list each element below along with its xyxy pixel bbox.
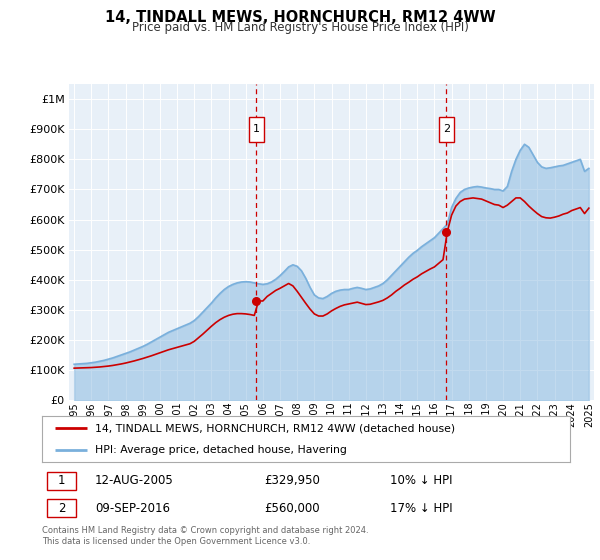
Text: 12-AUG-2005: 12-AUG-2005 (95, 474, 173, 487)
Text: 2: 2 (443, 124, 450, 134)
Text: HPI: Average price, detached house, Havering: HPI: Average price, detached house, Have… (95, 445, 347, 455)
Text: 1: 1 (253, 124, 260, 134)
Text: Price paid vs. HM Land Registry's House Price Index (HPI): Price paid vs. HM Land Registry's House … (131, 21, 469, 34)
FancyBboxPatch shape (47, 472, 76, 489)
Text: 2: 2 (58, 502, 65, 515)
Text: Contains HM Land Registry data © Crown copyright and database right 2024.
This d: Contains HM Land Registry data © Crown c… (42, 526, 368, 546)
Text: 1: 1 (58, 474, 65, 487)
FancyBboxPatch shape (439, 116, 454, 142)
Text: 09-SEP-2016: 09-SEP-2016 (95, 502, 170, 515)
Text: £560,000: £560,000 (264, 502, 319, 515)
Text: 10% ↓ HPI: 10% ↓ HPI (391, 474, 453, 487)
FancyBboxPatch shape (248, 116, 264, 142)
FancyBboxPatch shape (47, 500, 76, 517)
Text: 17% ↓ HPI: 17% ↓ HPI (391, 502, 453, 515)
Text: 14, TINDALL MEWS, HORNCHURCH, RM12 4WW (detached house): 14, TINDALL MEWS, HORNCHURCH, RM12 4WW (… (95, 423, 455, 433)
Text: 14, TINDALL MEWS, HORNCHURCH, RM12 4WW: 14, TINDALL MEWS, HORNCHURCH, RM12 4WW (104, 10, 496, 25)
Text: £329,950: £329,950 (264, 474, 320, 487)
